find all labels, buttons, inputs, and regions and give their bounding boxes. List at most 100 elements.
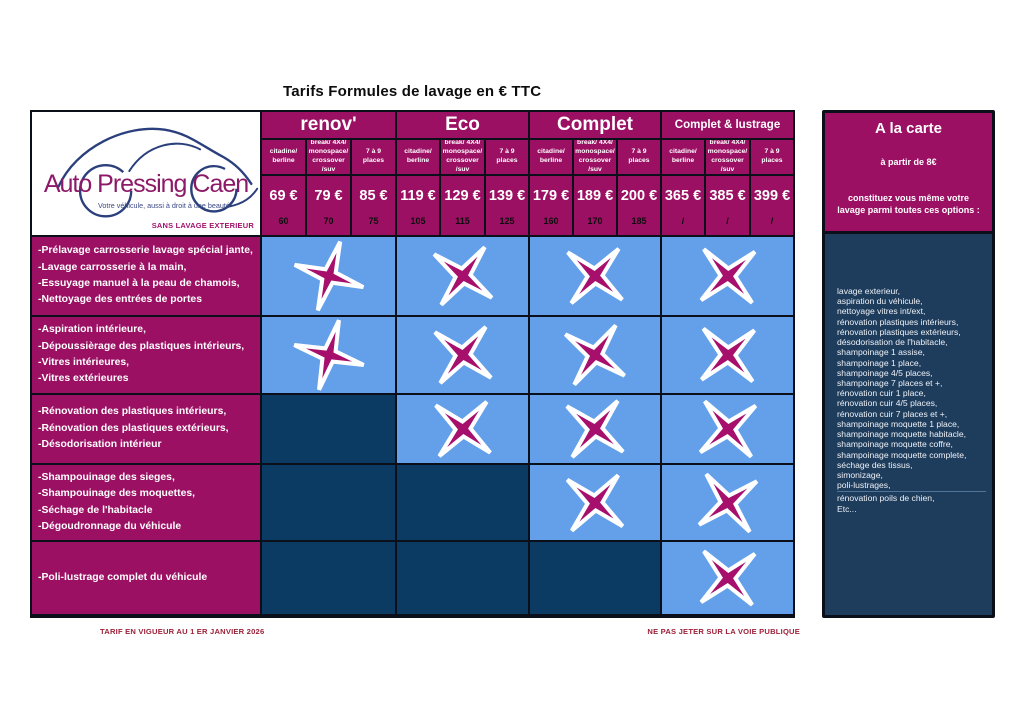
- page-title: Tarifs Formules de lavage en € TTC: [283, 83, 542, 100]
- included-star-icon: [565, 473, 625, 532]
- option-item: désodorisation de l'habitacle,: [837, 337, 948, 348]
- price-value: 399 €: [753, 188, 791, 204]
- option-item: Etc...: [837, 503, 857, 514]
- price-cell: 179 € 160: [530, 176, 574, 237]
- pricing-table: Auto Pressing Caen Votre véhicule, aussi…: [30, 110, 795, 618]
- price-value: 385 €: [709, 188, 746, 204]
- included-cell: [262, 317, 397, 395]
- included-star-icon: [699, 326, 756, 384]
- included-star-icon: [565, 399, 625, 459]
- included-cell: [262, 237, 397, 317]
- vehicle-type-header: break/ 4X4/monospace/crossover /suv: [441, 140, 486, 176]
- secondary-price-value: 70: [323, 216, 334, 226]
- a-la-carte-panel: A la carte à partir de 8€ constituez vou…: [822, 110, 995, 618]
- price-value: 200 €: [620, 188, 658, 204]
- footer-legal-notice: NE PAS JETER SUR LA VOIE PUBLIQUE: [647, 627, 800, 636]
- price-cell: 129 € 115: [441, 176, 486, 237]
- included-cell: [397, 395, 530, 465]
- option-item: rénovation cuir 4/5 places,: [837, 398, 938, 409]
- not-included-cell: [262, 542, 397, 616]
- included-star-icon: [292, 319, 365, 391]
- included-cell: [530, 317, 662, 395]
- secondary-price-value: 75: [368, 216, 379, 226]
- secondary-price-value: 105: [410, 216, 426, 226]
- not-included-cell: [262, 465, 397, 542]
- price-value: 129 €: [444, 188, 481, 204]
- vehicle-type-header: 7 à 9 places: [751, 140, 795, 176]
- secondary-price-value: 170: [587, 216, 603, 226]
- price-cell: 365 € /: [662, 176, 706, 237]
- included-star-icon: [699, 549, 756, 607]
- price-cell: 119 € 105: [397, 176, 441, 237]
- secondary-price-value: 185: [631, 216, 647, 226]
- price-value: 69 €: [269, 188, 298, 204]
- brand-tagline: Votre véhicule, aussi à droit à une beau…: [98, 201, 230, 210]
- service-description-row-5: -Poli-lustrage complet du véhicule: [32, 542, 262, 616]
- secondary-price-value: /: [770, 216, 774, 226]
- included-cell: [530, 237, 662, 317]
- option-item: rénovation plastiques extérieurs,: [837, 326, 961, 337]
- price-cell: 399 € /: [751, 176, 795, 237]
- option-item: rénovation cuir 7 places et +,: [837, 408, 948, 419]
- a-la-carte-options-list: lavage exterieur, aspiration du véhicule,…: [825, 234, 992, 615]
- vehicle-type-header: 7 à 9 places: [618, 140, 662, 176]
- service-description-row-3: -Rénovation des plastiques intérieurs, -R…: [32, 395, 262, 465]
- secondary-price-value: 60: [278, 216, 289, 226]
- vehicle-type-header: citadine/berline: [262, 140, 307, 176]
- logo-cell: Auto Pressing Caen Votre véhicule, aussi…: [32, 112, 262, 237]
- price-cell: 85 € 75: [352, 176, 397, 237]
- secondary-price-value: 125: [499, 216, 515, 226]
- price-value: 179 €: [532, 188, 570, 204]
- included-star-icon: [698, 399, 757, 459]
- not-included-cell: [397, 542, 530, 616]
- price-value: 139 €: [488, 188, 526, 204]
- price-cell: 69 € 60: [262, 176, 307, 237]
- option-item: aspiration du véhicule,: [837, 296, 923, 307]
- vehicle-type-header: break/ 4X4/monospace/crossover /suv: [706, 140, 751, 176]
- price-value: 189 €: [576, 188, 614, 204]
- price-cell: 79 € 70: [307, 176, 352, 237]
- included-cell: [662, 542, 795, 616]
- included-cell: [662, 237, 795, 317]
- included-cell: [662, 317, 795, 395]
- price-value: 119 €: [400, 188, 436, 204]
- option-item: simonizage,: [837, 469, 883, 480]
- brand-name: Auto Pressing Caen: [43, 170, 249, 198]
- included-star-icon: [293, 240, 364, 312]
- vehicle-type-header: break/ 4X4/monospace/crossover /suv: [307, 140, 352, 176]
- secondary-price-value: /: [726, 216, 729, 226]
- option-item: nettoyage vitres int/ext,: [837, 306, 926, 317]
- option-item: shampoinage 4/5 places,: [837, 367, 933, 378]
- vehicle-type-header: citadine/berline: [530, 140, 574, 176]
- a-la-carte-price: à partir de 8€: [880, 157, 937, 167]
- included-star-icon: [564, 324, 626, 386]
- secondary-price-value: 160: [543, 216, 559, 226]
- logo-note: SANS LAVAGE EXTERIEUR: [151, 221, 254, 230]
- secondary-price-value: 115: [455, 216, 470, 226]
- price-value: 85 €: [359, 188, 388, 204]
- option-item: shampoinage 1 place,: [837, 357, 922, 368]
- included-cell: [530, 465, 662, 542]
- included-cell: [662, 395, 795, 465]
- service-description-row-1: -Prélavage carrosserie lavage spécial ja…: [32, 237, 262, 317]
- vehicle-type-header: break/ 4X4/monospace/crossover /suv: [574, 140, 618, 176]
- vehicle-type-header: 7 à 9 places: [352, 140, 397, 176]
- included-star-icon: [432, 325, 493, 385]
- included-cell: [662, 465, 795, 542]
- included-star-icon: [566, 247, 624, 305]
- price-value: 365 €: [664, 188, 702, 204]
- included-star-icon: [699, 247, 756, 305]
- formula-header-1: renov': [262, 112, 397, 140]
- option-item: shampoinage moquette complete,: [837, 449, 967, 460]
- price-value: 79 €: [314, 188, 343, 204]
- vehicle-type-header: citadine/berline: [662, 140, 706, 176]
- formula-header-4: Complet & lustrage: [662, 112, 795, 140]
- included-cell: [530, 395, 662, 465]
- a-la-carte-header: A la carte à partir de 8€ constituez vou…: [825, 113, 992, 234]
- formula-header-2: Eco: [397, 112, 530, 140]
- service-description-row-2: -Aspiration intérieure, -Dépoussièrage de…: [32, 317, 262, 395]
- vehicle-type-header: citadine/berline: [397, 140, 441, 176]
- not-included-cell: [397, 465, 530, 542]
- vehicle-type-header: 7 à 9 places: [486, 140, 530, 176]
